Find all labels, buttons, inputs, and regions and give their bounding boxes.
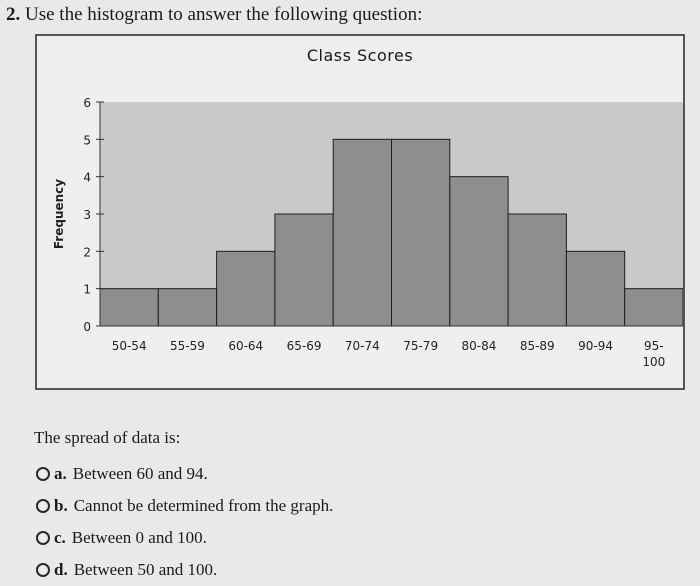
y-tick-label: 5: [83, 133, 91, 147]
histogram-plot: 0 1 2 3 4 5 6 Frequency 50-54 55-59 60-64 65-69 70-7…: [52, 96, 683, 369]
x-tick-label: 95-: [644, 339, 664, 353]
histogram-bar: [565, 250, 626, 327]
option-letter: c.: [54, 528, 66, 547]
histogram-bar: [391, 138, 451, 327]
histogram-chart: Class Scores 0 1 2 3 4 5 6 Frequency 50-54 55-59 6…: [35, 34, 685, 390]
x-tick-label: 75-79: [403, 339, 438, 353]
option-text: Between 60 and 94.: [72, 464, 208, 483]
histogram-bar: [449, 176, 509, 327]
question-prompt: The spread of data is:: [34, 428, 181, 447]
histogram-bar: [157, 288, 218, 327]
option-letter: d.: [54, 560, 68, 579]
x-tick-label: 70-74: [345, 339, 380, 353]
histogram-bar: [507, 213, 567, 327]
question-number: 2.: [6, 4, 21, 25]
question-text: Use the histogram to answer the followin…: [25, 4, 423, 25]
histogram-bar: [216, 250, 276, 327]
histogram-bar: [624, 288, 683, 327]
y-tick-label: 0: [83, 320, 91, 334]
option-text: Between 50 and 100.: [73, 560, 218, 579]
question-heading: 2. Use the histogram to answer the follo…: [6, 4, 422, 26]
x-tick-label: 100: [642, 355, 665, 369]
x-tick-label: 50-54: [112, 339, 147, 353]
x-tick-label: 90-94: [578, 339, 613, 353]
radio-button-a[interactable]: [36, 467, 50, 481]
option-letter: a.: [54, 464, 67, 483]
x-tick-label: 65-69: [287, 339, 322, 353]
chart-title: Class Scores: [306, 46, 414, 65]
radio-button-b[interactable]: [36, 499, 50, 513]
option-text: Between 0 and 100.: [71, 528, 207, 547]
answer-options: a. Between 60 and 94. b. Cannot be deter…: [36, 458, 333, 586]
option-b[interactable]: b. Cannot be determined from the graph.: [36, 490, 333, 522]
option-c[interactable]: c. Between 0 and 100.: [36, 522, 333, 554]
option-text: Cannot be determined from the graph.: [73, 496, 334, 515]
y-tick-label: 4: [83, 171, 91, 185]
x-tick-label: 55-59: [170, 339, 205, 353]
histogram-bar: [332, 138, 393, 327]
option-d[interactable]: d. Between 50 and 100.: [36, 554, 333, 586]
y-tick-label: 6: [83, 96, 91, 110]
x-tick-label: 60-64: [228, 339, 263, 353]
option-a[interactable]: a. Between 60 and 94.: [36, 458, 333, 490]
histogram-bar: [99, 288, 159, 327]
x-tick-label: 85-89: [520, 339, 555, 353]
option-letter: b.: [54, 496, 68, 515]
y-tick-label: 2: [83, 245, 91, 259]
histogram-bar: [274, 213, 334, 327]
x-tick-label: 80-84: [462, 339, 497, 353]
y-tick-label: 1: [83, 283, 91, 297]
radio-button-c[interactable]: [36, 531, 50, 545]
y-tick-label: 3: [83, 208, 91, 222]
radio-button-d[interactable]: [36, 563, 50, 577]
y-axis-label: Frequency: [52, 179, 66, 249]
